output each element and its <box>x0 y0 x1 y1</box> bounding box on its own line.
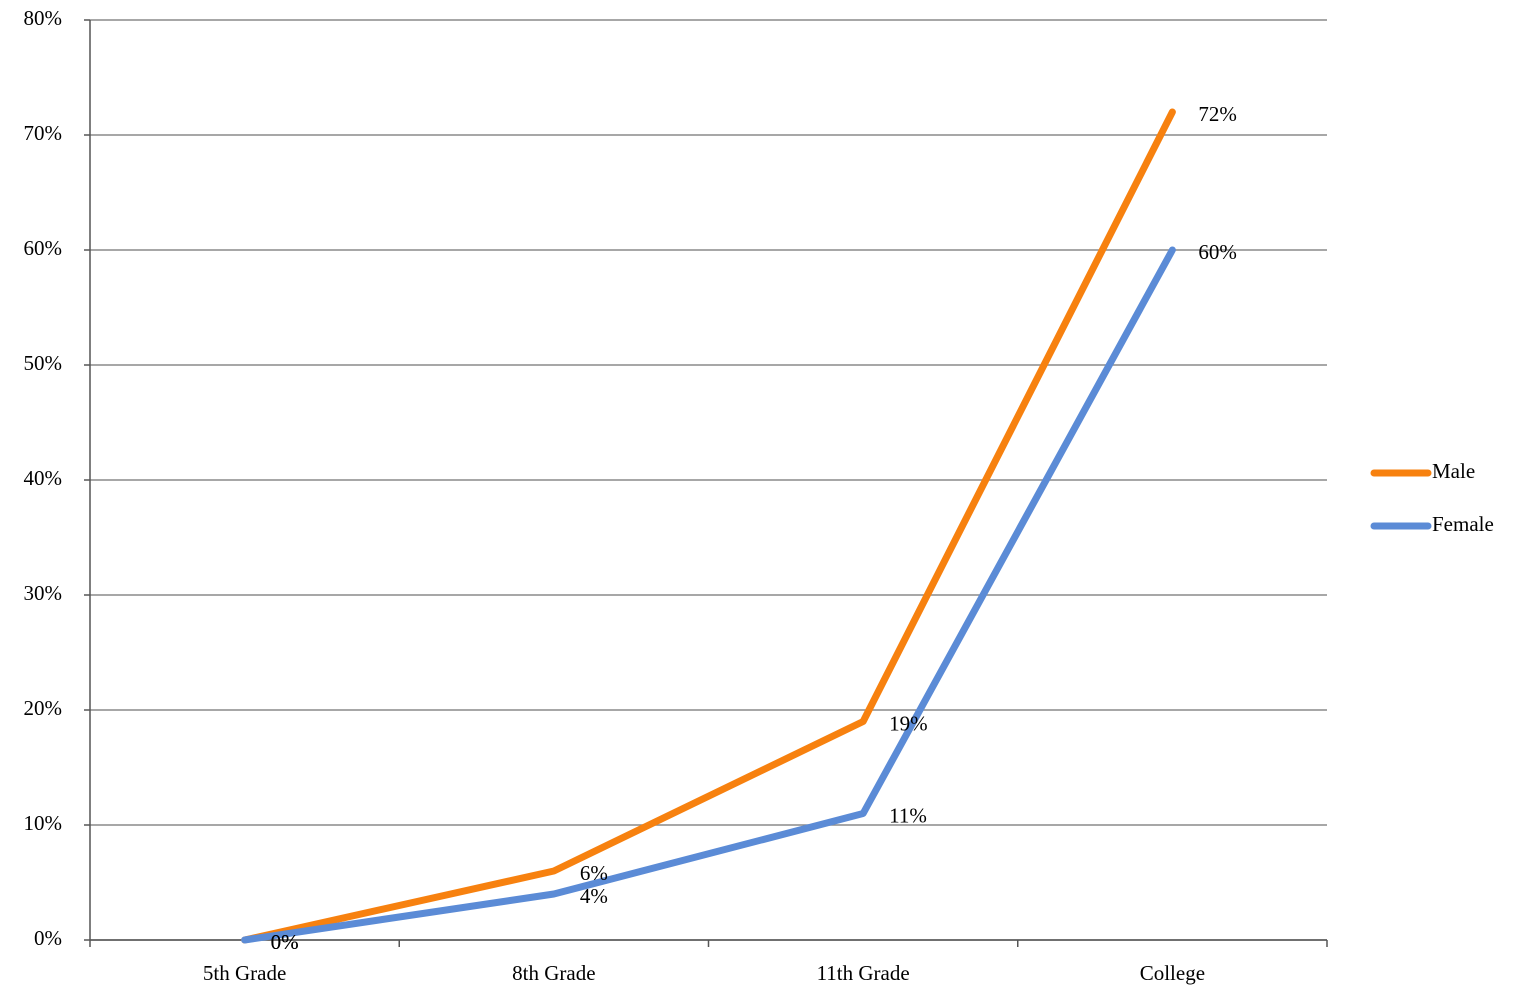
data-label: 6% <box>580 861 608 885</box>
y-tick-label: 80% <box>24 6 63 30</box>
series-line <box>241 246 1176 944</box>
y-tick-label: 50% <box>24 351 63 375</box>
y-tick-label: 40% <box>24 466 63 490</box>
series-line <box>241 108 1176 944</box>
x-tick-label: College <box>1140 961 1205 985</box>
data-label: 19% <box>889 711 928 735</box>
y-tick-label: 0% <box>34 926 62 950</box>
y-tick-label: 30% <box>24 581 63 605</box>
data-label: 11% <box>889 803 927 827</box>
data-label: 0% <box>271 930 299 954</box>
x-tick-label: 8th Grade <box>512 961 595 985</box>
data-label: 72% <box>1198 102 1237 126</box>
x-tick-label: 5th Grade <box>203 961 286 985</box>
data-label: 4% <box>580 884 608 908</box>
data-label: 60% <box>1198 240 1237 264</box>
data-label: 0% <box>271 930 299 954</box>
legend-label: Male <box>1432 459 1475 483</box>
y-tick-label: 10% <box>24 811 63 835</box>
y-tick-label: 70% <box>24 121 63 145</box>
legend-label: Female <box>1432 512 1494 536</box>
y-tick-label: 60% <box>24 236 63 260</box>
y-tick-label: 20% <box>24 696 63 720</box>
x-tick-label: 11th Grade <box>817 961 910 985</box>
